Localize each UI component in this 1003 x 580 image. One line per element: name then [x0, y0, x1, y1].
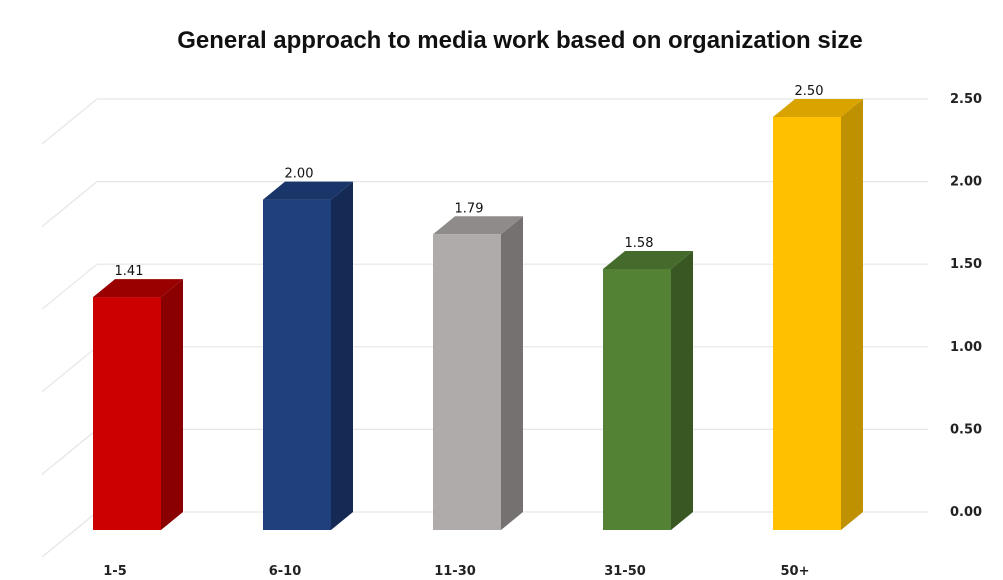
y-tick-label: 1.00: [950, 340, 982, 355]
data-label: 2.50: [795, 84, 824, 99]
y-tick-label: 1.50: [950, 257, 982, 272]
bar-top: [603, 250, 693, 269]
bar-front: [603, 268, 671, 530]
data-label: 2.00: [285, 167, 314, 182]
floor-gridline: [41, 511, 98, 558]
bar-1-5: 1.41: [93, 264, 183, 530]
bar-side: [161, 279, 183, 530]
y-tick-label: 0.00: [950, 505, 982, 520]
bar-front: [433, 234, 501, 531]
y-tick-label: 2.50: [950, 92, 982, 107]
bar-top: [93, 279, 183, 298]
bar-front: [263, 199, 331, 530]
bar-side: [331, 181, 353, 530]
x-category-label: 1-5: [103, 564, 127, 579]
x-category-label: 50+: [781, 564, 810, 579]
bars: 1.41 2.00 1.79 1.58 2.50: [93, 84, 863, 531]
bar-side: [501, 216, 523, 531]
x-category-label: 11-30: [434, 564, 476, 579]
floor-gridline: [41, 428, 98, 475]
data-label: 1.41: [115, 264, 144, 279]
bar-top: [263, 181, 353, 200]
x-axis-categories: 1-5 6-10 11-30 31-50 50+: [103, 564, 809, 579]
bar-31-50: 1.58: [603, 236, 693, 530]
y-tick-label: 0.50: [950, 422, 982, 437]
bar-side: [671, 250, 693, 530]
bar-front: [773, 117, 841, 530]
x-category-label: 6-10: [269, 564, 302, 579]
floor-gridline: [41, 263, 98, 310]
bar-front: [93, 297, 161, 530]
bar-top: [433, 216, 523, 235]
data-label: 1.58: [625, 236, 654, 251]
bar-side: [841, 99, 863, 530]
bar-6-10: 2.00: [263, 167, 353, 530]
floor-gridline: [41, 181, 98, 228]
y-axis-ticks: 0.00 0.50 1.00 1.50 2.00 2.50: [950, 92, 982, 520]
x-category-label: 31-50: [604, 564, 646, 579]
chart-title: General approach to media work based on …: [177, 27, 863, 54]
bar-top: [773, 99, 863, 117]
bar-11-30: 1.79: [433, 201, 523, 531]
bar-50+: 2.50: [773, 84, 863, 530]
data-label: 1.79: [455, 201, 484, 216]
floor-gridline: [41, 98, 98, 145]
y-tick-label: 2.00: [950, 175, 982, 190]
floor-gridline: [41, 346, 98, 393]
